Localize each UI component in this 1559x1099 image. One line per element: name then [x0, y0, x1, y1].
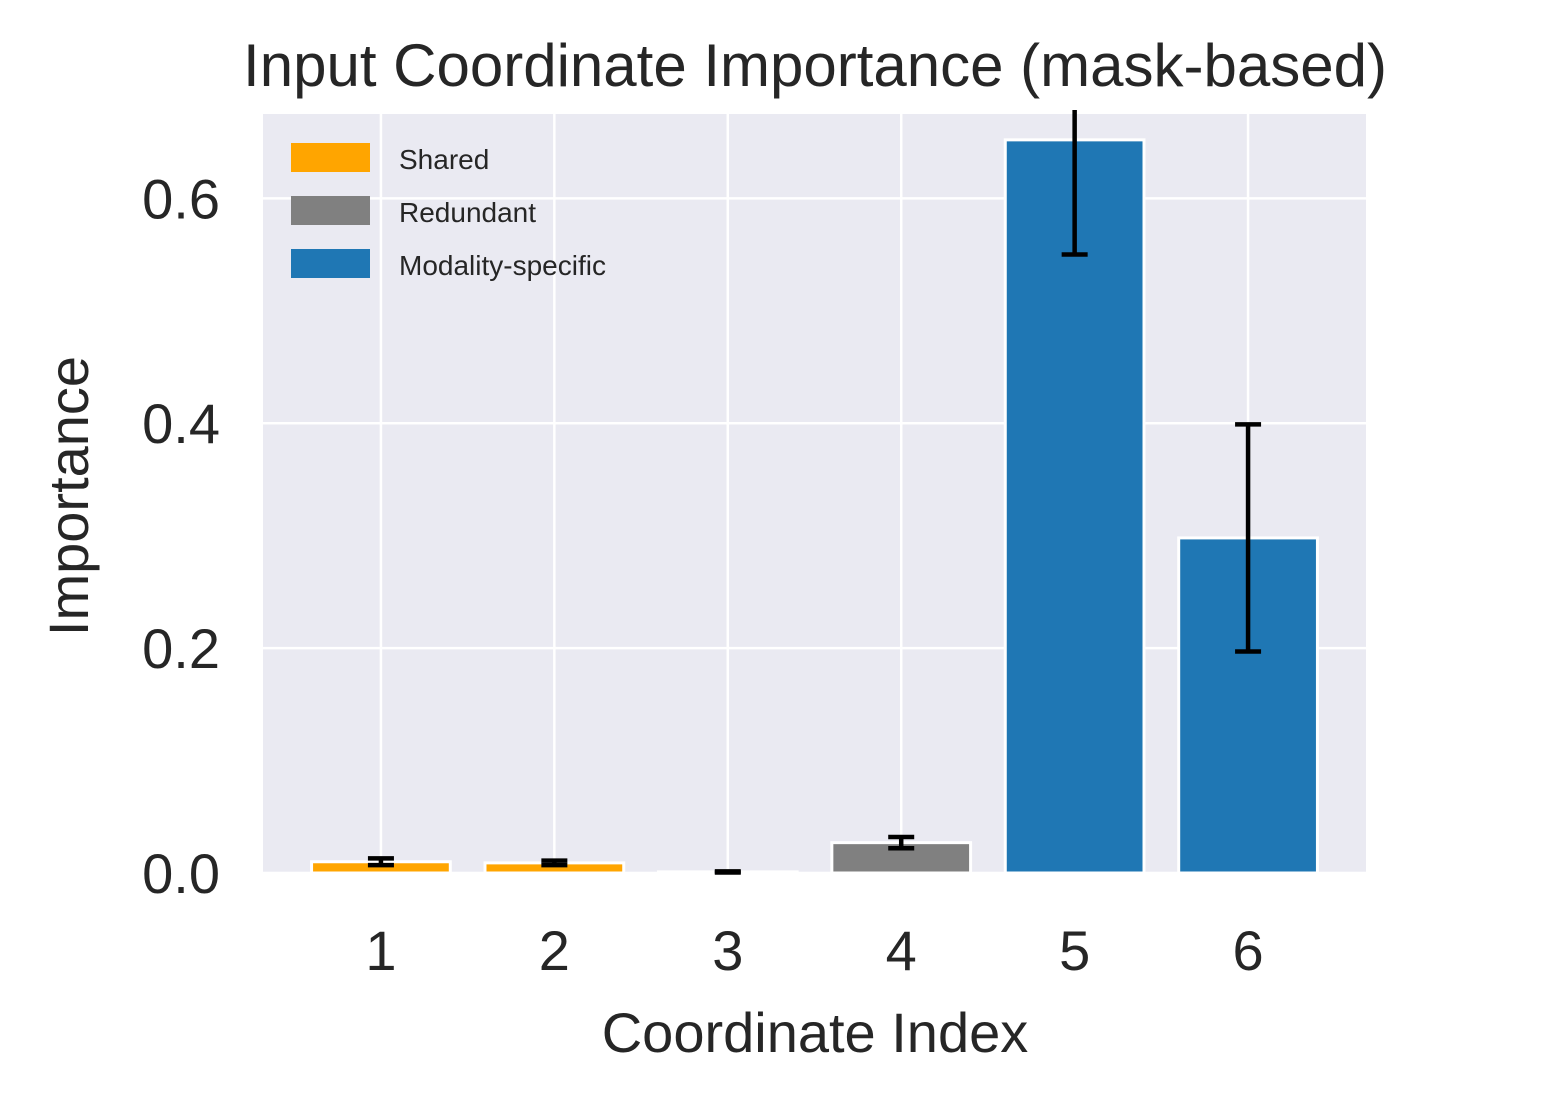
error-bar-6	[1235, 422, 1262, 654]
legend-swatch	[291, 196, 370, 225]
x-tick-label: 3	[712, 919, 743, 982]
legend-swatch	[291, 249, 370, 278]
legend-item: Modality-specific	[291, 249, 606, 281]
x-axis-label: Coordinate Index	[602, 1001, 1029, 1064]
legend-item: Redundant	[291, 196, 536, 228]
x-tick-label: 5	[1059, 919, 1090, 982]
legend-item: Shared	[291, 143, 489, 175]
error-bars	[367, 110, 1262, 875]
legend-label: Redundant	[399, 197, 536, 228]
bars	[310, 138, 1319, 875]
legend-label: Shared	[399, 144, 489, 175]
y-tick-label: 0.6	[142, 167, 220, 230]
legend-swatch	[291, 143, 370, 172]
y-tick-labels: 0.0 0.2 0.4 0.6	[142, 167, 220, 905]
chart-title: Input Coordinate Importance (mask-based)	[243, 32, 1387, 99]
error-bar-3	[714, 869, 741, 875]
y-tick-label: 0.4	[142, 392, 220, 455]
y-tick-label: 0.2	[142, 617, 220, 680]
x-tick-label: 2	[539, 919, 570, 982]
y-axis-label: Importance	[37, 356, 100, 636]
legend-label: Modality-specific	[399, 250, 606, 281]
error-bar-2	[541, 858, 568, 868]
x-tick-label: 4	[886, 919, 917, 982]
y-tick-label: 0.0	[142, 842, 220, 905]
error-bar-4	[888, 834, 915, 851]
x-tick-label: 6	[1232, 919, 1263, 982]
legend: Shared Redundant Modality-specific	[291, 143, 606, 281]
error-bar-5	[1061, 110, 1088, 257]
x-tick-labels: 1 2 3 4 5 6	[365, 919, 1263, 982]
x-tick-label: 1	[365, 919, 396, 982]
error-bar-1	[367, 856, 394, 868]
